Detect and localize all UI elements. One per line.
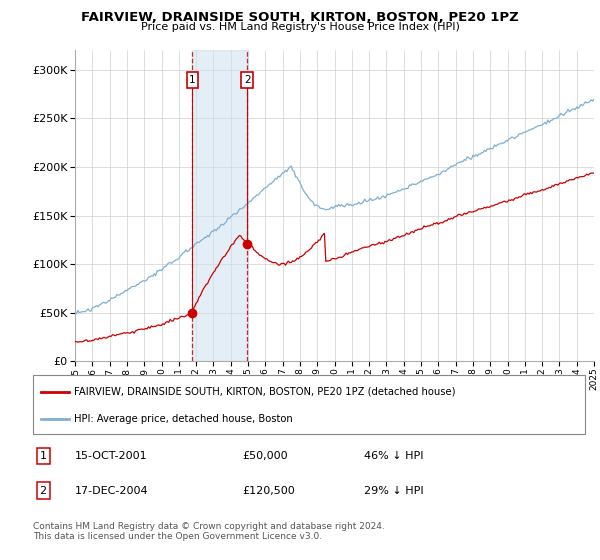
FancyBboxPatch shape [33,375,585,434]
Text: £120,500: £120,500 [243,486,296,496]
Text: 2: 2 [40,486,47,496]
Text: FAIRVIEW, DRAINSIDE SOUTH, KIRTON, BOSTON, PE20 1PZ (detached house): FAIRVIEW, DRAINSIDE SOUTH, KIRTON, BOSTO… [74,386,456,396]
Text: 46% ↓ HPI: 46% ↓ HPI [364,451,424,461]
Text: 2: 2 [244,75,251,85]
Text: 1: 1 [189,75,196,85]
Text: 1: 1 [40,451,47,461]
Text: Price paid vs. HM Land Registry's House Price Index (HPI): Price paid vs. HM Land Registry's House … [140,22,460,32]
Text: 29% ↓ HPI: 29% ↓ HPI [364,486,424,496]
Text: 15-OCT-2001: 15-OCT-2001 [74,451,147,461]
Text: HPI: Average price, detached house, Boston: HPI: Average price, detached house, Bost… [74,414,293,424]
Text: FAIRVIEW, DRAINSIDE SOUTH, KIRTON, BOSTON, PE20 1PZ: FAIRVIEW, DRAINSIDE SOUTH, KIRTON, BOSTO… [81,11,519,24]
Bar [191,50,248,361]
Text: 17-DEC-2004: 17-DEC-2004 [74,486,148,496]
Text: £50,000: £50,000 [243,451,289,461]
Text: Contains HM Land Registry data © Crown copyright and database right 2024.
This d: Contains HM Land Registry data © Crown c… [33,522,385,542]
